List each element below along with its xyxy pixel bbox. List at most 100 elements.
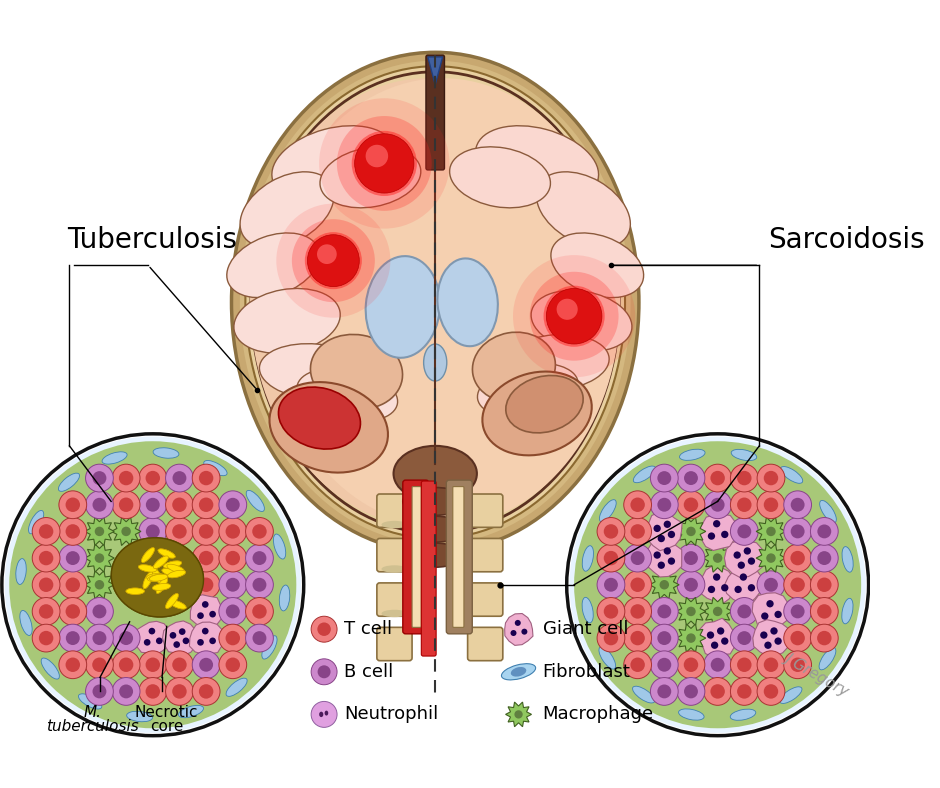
Ellipse shape: [473, 333, 556, 402]
Ellipse shape: [600, 500, 617, 522]
Ellipse shape: [382, 521, 407, 528]
Text: Necrotic: Necrotic: [135, 705, 198, 720]
Circle shape: [567, 434, 869, 736]
Circle shape: [791, 578, 805, 592]
Ellipse shape: [279, 585, 290, 611]
Circle shape: [784, 624, 811, 652]
Ellipse shape: [780, 466, 803, 483]
Circle shape: [514, 710, 523, 719]
Polygon shape: [645, 511, 682, 551]
Polygon shape: [703, 597, 732, 626]
Ellipse shape: [842, 547, 854, 572]
Circle shape: [513, 255, 635, 377]
Ellipse shape: [259, 344, 370, 400]
Circle shape: [199, 658, 213, 671]
Ellipse shape: [179, 705, 203, 718]
Circle shape: [653, 552, 661, 559]
Polygon shape: [85, 544, 115, 572]
Circle shape: [657, 658, 671, 671]
Circle shape: [730, 597, 759, 626]
Circle shape: [760, 631, 768, 639]
FancyBboxPatch shape: [467, 494, 503, 527]
Circle shape: [352, 131, 416, 196]
Circle shape: [66, 551, 80, 565]
Polygon shape: [136, 621, 169, 655]
Circle shape: [121, 526, 131, 536]
Ellipse shape: [320, 147, 421, 208]
Circle shape: [711, 498, 725, 511]
Text: Tuberculosis: Tuberculosis: [67, 226, 237, 255]
Circle shape: [657, 685, 671, 698]
Text: core: core: [150, 719, 183, 734]
Text: Macrophage: Macrophage: [542, 705, 653, 723]
Circle shape: [631, 524, 645, 539]
Text: T cell: T cell: [344, 620, 393, 638]
Circle shape: [650, 678, 678, 705]
Ellipse shape: [162, 568, 180, 577]
Ellipse shape: [111, 537, 204, 617]
Circle shape: [245, 571, 274, 599]
Polygon shape: [646, 540, 682, 577]
Circle shape: [318, 623, 331, 636]
Circle shape: [92, 498, 106, 511]
Circle shape: [556, 299, 578, 320]
Ellipse shape: [270, 382, 388, 473]
Circle shape: [118, 471, 133, 485]
Circle shape: [650, 624, 678, 652]
Ellipse shape: [41, 658, 59, 679]
Circle shape: [818, 525, 831, 538]
Ellipse shape: [537, 172, 631, 247]
Circle shape: [119, 631, 133, 645]
Circle shape: [146, 498, 160, 511]
Circle shape: [118, 657, 133, 672]
Circle shape: [59, 651, 86, 678]
Circle shape: [245, 518, 274, 545]
Circle shape: [165, 518, 194, 545]
Ellipse shape: [148, 574, 165, 582]
Circle shape: [604, 578, 618, 592]
Ellipse shape: [240, 61, 631, 544]
Circle shape: [650, 464, 678, 492]
Ellipse shape: [449, 147, 551, 208]
Circle shape: [311, 659, 337, 685]
Circle shape: [146, 471, 160, 485]
Circle shape: [199, 471, 213, 485]
Circle shape: [784, 518, 811, 545]
FancyBboxPatch shape: [467, 583, 503, 616]
Circle shape: [574, 441, 861, 728]
Circle shape: [784, 545, 811, 572]
Polygon shape: [163, 621, 196, 656]
Circle shape: [139, 491, 166, 519]
Circle shape: [253, 631, 266, 645]
Circle shape: [66, 657, 80, 672]
Circle shape: [730, 651, 759, 678]
Circle shape: [86, 464, 114, 492]
Ellipse shape: [20, 611, 32, 635]
FancyBboxPatch shape: [377, 627, 412, 660]
Circle shape: [252, 604, 267, 619]
Circle shape: [202, 601, 209, 608]
Circle shape: [193, 491, 220, 519]
Circle shape: [631, 578, 645, 592]
Circle shape: [66, 631, 80, 645]
Ellipse shape: [165, 593, 179, 608]
Ellipse shape: [246, 490, 264, 511]
Circle shape: [515, 620, 521, 626]
Circle shape: [711, 641, 718, 649]
Circle shape: [677, 491, 705, 519]
Circle shape: [66, 578, 80, 592]
Ellipse shape: [278, 387, 360, 449]
Circle shape: [86, 651, 114, 678]
Circle shape: [784, 651, 811, 678]
Circle shape: [366, 145, 388, 167]
Circle shape: [276, 203, 390, 318]
Ellipse shape: [226, 678, 247, 697]
Circle shape: [252, 524, 267, 539]
Polygon shape: [191, 595, 222, 627]
Text: Fibroblast: Fibroblast: [542, 663, 631, 681]
Circle shape: [112, 624, 140, 652]
Circle shape: [199, 551, 213, 565]
Circle shape: [95, 580, 104, 589]
Circle shape: [337, 116, 431, 211]
FancyBboxPatch shape: [426, 55, 445, 170]
